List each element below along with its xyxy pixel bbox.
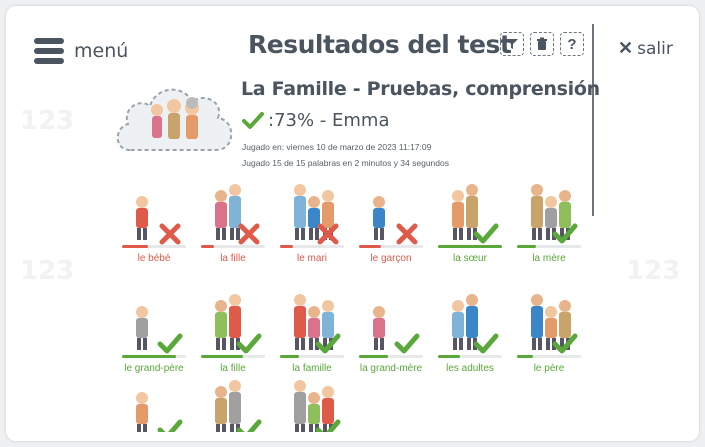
word-label: la fille [220,253,246,264]
word-picture [215,184,260,245]
correct-icon [394,333,420,354]
word-label: la fille [220,363,246,374]
page-title: Resultados del test [248,30,512,59]
test-subtitle: La Famille - Pruebas, comprensión [241,78,600,100]
word-label: la grand-mère [359,363,423,374]
progress-bar [517,245,581,248]
progress-bar [359,355,423,358]
word-picture [294,294,341,354]
toolbar: ? [500,32,584,56]
scroll-indicator[interactable] [592,24,594,216]
close-icon: ✕ [618,38,634,58]
menu-label: menú [74,40,129,62]
word-picture [452,184,499,244]
word-picture [136,306,183,354]
progress-bar [201,355,265,358]
word-card[interactable]: le père [515,286,589,382]
word-label: le bébé [137,253,171,264]
exit-button[interactable]: ✕ salir [618,38,673,59]
word-label: la mère [532,253,566,264]
background-pattern: 123 [626,256,681,286]
word-card[interactable]: la mère [515,176,589,272]
wrong-icon [396,223,418,245]
correct-icon [552,333,578,354]
progress-bar [438,245,502,248]
word-label: la famille [292,363,332,374]
played-summary: Jugado 15 de 15 palabras en 2 minutos y … [242,158,449,168]
word-picture [531,294,578,354]
word-label: le grand-père [124,363,184,374]
progress-bar [122,245,186,248]
correct-icon [473,223,499,244]
correct-icon [157,333,183,354]
word-card[interactable]: le grand-père [120,286,194,382]
word-picture [452,294,499,354]
filter-icon [506,39,518,49]
filter-button[interactable] [500,32,524,56]
correct-icon [236,419,262,432]
correct-icon [157,419,183,432]
word-card[interactable]: la sœur [436,176,510,272]
word-card[interactable]: les adultes [436,286,510,382]
word-picture [531,184,578,244]
wrong-icon [159,223,181,245]
progress-bar [517,355,581,358]
word-picture [215,380,262,432]
delete-button[interactable] [530,32,554,56]
progress-bar [201,245,265,248]
word-card[interactable] [278,372,352,441]
family-illustration [116,88,233,151]
progress-bar [280,245,344,248]
word-picture [373,196,418,245]
word-label: le mari [296,253,327,264]
help-label: ? [567,35,577,53]
word-card[interactable]: la fille [199,286,273,382]
word-picture [294,184,339,245]
app-window: 123 123 123 menú Resultados del test ? ✕… [6,6,699,441]
word-card[interactable] [199,372,273,441]
progress-bar [280,355,344,358]
score-text: :73% - Emma [268,110,390,131]
word-card[interactable]: la grand-mère [357,286,431,382]
word-label: le père [533,363,565,374]
background-pattern: 123 [20,256,75,286]
help-button[interactable]: ? [560,32,584,56]
progress-bar [438,355,502,358]
correct-icon [236,333,262,354]
word-card[interactable]: le mari [278,176,352,272]
wrong-icon [317,223,339,245]
word-card[interactable]: le garçon [357,176,431,272]
progress-bar [122,355,186,358]
background-pattern: 123 [20,106,75,136]
word-picture [294,380,341,432]
correct-icon [473,333,499,354]
checkmark-icon [242,111,264,129]
word-picture [215,294,262,354]
correct-icon [315,419,341,432]
word-card[interactable]: la famille [278,286,352,382]
word-card[interactable]: le bébé [120,176,194,272]
exit-label: salir [637,38,673,59]
hamburger-icon [34,38,64,64]
score-summary: :73% - Emma [242,110,389,131]
word-picture [136,196,181,245]
word-picture [136,392,183,432]
word-card[interactable] [120,372,194,441]
progress-bar [359,245,423,248]
word-label: les adultes [446,363,494,374]
word-picture [373,306,420,354]
played-date: Jugado en: viernes 10 de marzo de 2023 1… [242,142,432,152]
menu-button[interactable]: menú [34,38,128,64]
word-label: la sœur [453,253,487,264]
word-card[interactable]: la fille [199,176,273,272]
trash-icon [537,37,547,50]
correct-icon [315,333,341,354]
word-label: le garçon [370,253,412,264]
correct-icon [552,223,578,244]
wrong-icon [238,223,260,245]
